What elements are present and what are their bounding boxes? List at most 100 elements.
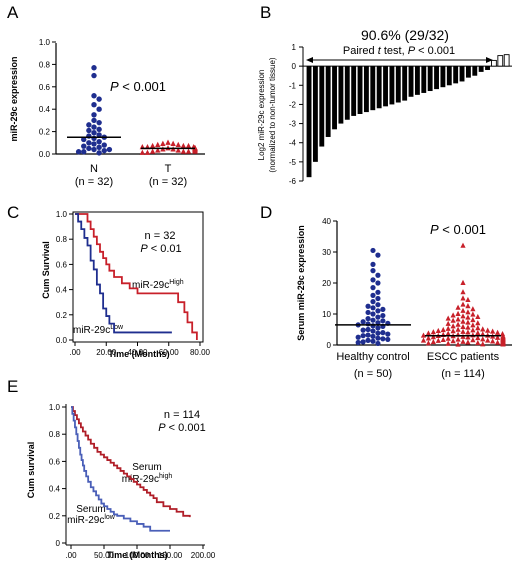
panel-a-ylabel: miR-29c expression (9, 56, 19, 141)
panel-b-ytick-label: -3 (289, 120, 297, 129)
panel-d-point (440, 336, 446, 342)
panel-e-ytick-label: 0.2 (49, 512, 61, 521)
panel-d-point (450, 338, 456, 344)
panel-d-point (380, 318, 386, 324)
panel-e-series-line (71, 406, 191, 518)
panel-d-point (460, 328, 466, 334)
panel-a-cat-t-label: T (165, 163, 172, 175)
panel-a-point (91, 93, 97, 99)
panel-a-cat-n-count: (n = 32) (75, 176, 113, 188)
panel-d-point (465, 329, 471, 335)
panel-a-point (139, 149, 146, 155)
panel-d-point (355, 339, 361, 346)
panel-d-point (485, 327, 491, 333)
panel-c-series-line (75, 213, 198, 340)
panel-e-xtick-label: 50.00 (94, 551, 115, 560)
panel-d-point (370, 323, 376, 329)
panel-a-point (96, 144, 102, 150)
panel-d-point (360, 339, 366, 345)
panel-label-c: C (7, 203, 19, 222)
panel-b-bar (465, 66, 471, 78)
panel-d-point (485, 337, 491, 343)
panel-c-ytick-label: 1.0 (56, 210, 68, 219)
panel-d-point (375, 340, 381, 347)
panel-d-point (455, 304, 461, 310)
panel-a-point (86, 122, 92, 128)
panel-b-bar (472, 66, 478, 76)
panel-a-point (96, 126, 102, 133)
panel-d-point (365, 309, 371, 316)
panel-a-ytick-label: 0.0 (39, 150, 51, 159)
panel-b-bar (446, 66, 452, 86)
panel-d-point (360, 319, 366, 325)
panel-a-point (91, 124, 97, 130)
panel-d-point (365, 337, 371, 343)
panel-a-point (180, 142, 187, 149)
panel-d-point (365, 332, 371, 338)
panel-b-ytick-label: -5 (289, 158, 297, 167)
panel-c-ytick-label: 0.4 (56, 286, 68, 295)
panel-d-point (470, 332, 476, 338)
panel-a-point (86, 145, 92, 152)
panel-d-point (375, 272, 381, 278)
panel-a-point (91, 117, 97, 124)
panel-d-point (365, 326, 371, 333)
panel-d-point (465, 314, 471, 320)
panel-d-point (494, 334, 501, 340)
panel-b-bar (312, 66, 318, 162)
panel-d-point (375, 252, 381, 258)
panel-e-chart: Cum survival Time (Months) n = 114 P < 0… (26, 403, 216, 560)
panel-b-bar (363, 66, 369, 113)
panel-a-ytick-label: 0.4 (39, 105, 51, 114)
panel-d-point (430, 334, 436, 340)
panel-a-cat-t-count: (n = 32) (149, 176, 187, 188)
panel-d-cat-escc-label: ESCC patients (427, 351, 500, 363)
panel-b-bar (478, 66, 484, 72)
panel-c-xlabel: Time (Months) (108, 349, 169, 359)
panel-b-bar (427, 66, 433, 92)
panel-b-bar (357, 66, 363, 114)
panel-d-point (460, 289, 466, 295)
panel-d-point (465, 339, 471, 345)
panel-a-point (75, 149, 82, 155)
panel-d-point (420, 332, 427, 338)
panel-d-point (455, 341, 461, 347)
panel-e-series-low-label-1: Serum (76, 504, 105, 515)
panel-d-point (430, 329, 436, 335)
panel-d-point (375, 280, 381, 286)
panel-d-point (460, 323, 466, 329)
panel-b-bar (402, 66, 408, 101)
panel-a-point (91, 135, 97, 142)
panel-b-ylabel-1: Log2 miR-29c expression (257, 70, 266, 161)
panel-b-ylabel-2: (normalized to non-tumor tissue) (268, 57, 277, 172)
panel-d-chart: Serum miR-29c expression P < 0.001 Healt… (296, 217, 512, 380)
panel-a-point (185, 142, 192, 149)
panel-a-point (175, 147, 181, 153)
panel-a-point (91, 146, 97, 153)
panel-a-point (91, 112, 97, 118)
panel-label-e: E (7, 377, 18, 396)
panel-d-point (480, 326, 486, 332)
panel-d-pvalue: P < 0.001 (430, 222, 486, 237)
panel-d-point (465, 319, 471, 325)
panel-c-n: n = 32 (145, 230, 176, 242)
panel-d-point (465, 309, 471, 315)
panel-d-point (375, 314, 381, 320)
panel-b-ytick-label: -4 (289, 139, 297, 148)
panel-d-point (425, 330, 432, 336)
panel-d-point (375, 289, 381, 295)
panel-e-ylabel: Cum survival (26, 442, 36, 499)
panel-d-point (370, 268, 376, 274)
panel-label-b: B (260, 3, 271, 22)
panel-e-series-low-label-2: miR-29clow (67, 514, 116, 526)
panel-d-point (480, 336, 486, 342)
panel-a-ytick-label: 0.6 (39, 83, 51, 92)
panel-e-ytick-label: 1.0 (49, 403, 61, 412)
panel-a-point (81, 143, 87, 149)
panel-d-point (470, 337, 476, 343)
panel-b-bar (434, 66, 439, 90)
panel-d-ylabel: Serum miR-29c expression (296, 225, 306, 341)
panel-a-ytick-label: 0.2 (39, 128, 51, 137)
panel-d-point (500, 341, 506, 347)
panel-d-point (445, 325, 451, 331)
